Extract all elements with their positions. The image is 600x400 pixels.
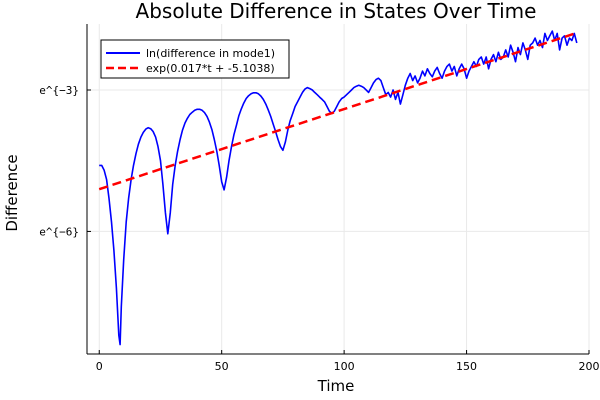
x-tick-label: 0 [96,360,103,373]
y-axis-label: Difference [3,154,21,231]
x-tick-label: 150 [456,360,477,373]
axes [86,24,589,355]
legend: ln(difference in mode1) exp(0.017*t + -5… [100,39,290,79]
series-line-1 [99,30,578,346]
legend-label-series-1: ln(difference in mode1) [146,47,275,60]
x-axis-label: Time [317,377,355,395]
x-tick-label: 200 [579,360,600,373]
series-layer [98,30,578,346]
ticks: 0 50 100 150 200 e^{−6} e^{−3} [39,84,599,373]
grid [87,24,590,354]
x-tick-label: 100 [334,360,355,373]
chart-title: Absolute Difference in States Over Time [136,0,537,23]
y-tick-label: e^{−6} [39,225,79,238]
y-tick-label: e^{−3} [39,84,79,97]
x-tick-label: 50 [215,360,229,373]
legend-box [100,39,290,79]
legend-label-series-2: exp(0.017*t + -5.1038) [146,62,275,75]
